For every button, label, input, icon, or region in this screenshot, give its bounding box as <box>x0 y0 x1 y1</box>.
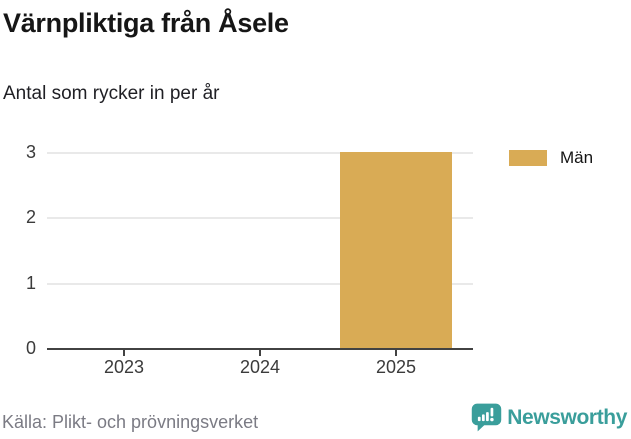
x-tick-label-2023: 2023 <box>103 357 145 377</box>
x-tick-label-2024: 2024 <box>239 357 281 377</box>
legend-label-man: Män <box>560 148 594 167</box>
x-tick-mark-2023 <box>123 350 125 356</box>
source-caption: Källa: Plikt- och prövningsverket <box>2 412 259 432</box>
bar-män-2025 <box>340 152 452 348</box>
gridline-y3 <box>47 152 473 154</box>
y-tick-label-0: 0 <box>25 338 36 358</box>
chart-subtitle: Antal som rycker in per år <box>3 83 220 104</box>
x-tick-label-2025: 2025 <box>375 357 417 377</box>
plot-area <box>47 152 473 350</box>
x-tick-mark-2025 <box>395 350 397 356</box>
y-tick-label-3: 3 <box>25 142 36 162</box>
newsworthy-brand: Newsworthy <box>471 403 627 432</box>
x-tick-mark-2024 <box>259 350 261 356</box>
y-tick-label-2: 2 <box>25 207 36 228</box>
gridline-y2 <box>47 217 473 220</box>
legend-swatch-man <box>509 150 547 166</box>
chart-title: Värnpliktiga från Åsele <box>3 8 289 38</box>
newsworthy-wordmark: Newsworthy <box>507 405 627 429</box>
newsworthy-logo-icon <box>472 403 502 432</box>
y-tick-label-1: 1 <box>25 272 36 293</box>
legend: Män <box>509 148 593 168</box>
gridline-y1 <box>47 282 473 285</box>
